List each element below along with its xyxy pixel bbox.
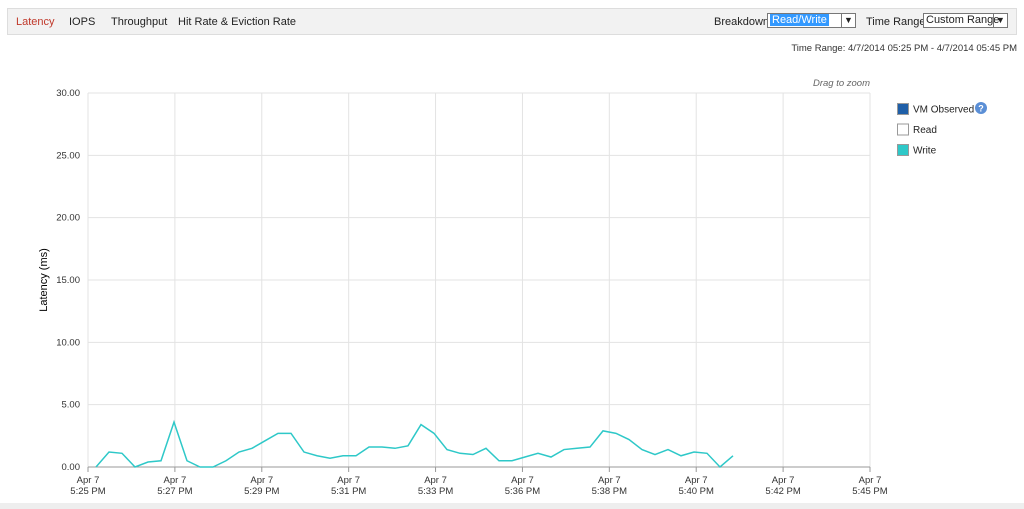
- x-tick-label: Apr 7: [424, 475, 447, 486]
- bottom-bar: [0, 503, 1024, 509]
- x-tick-label: Apr 7: [859, 475, 882, 486]
- legend-swatch: [897, 103, 909, 115]
- y-tick-label: 5.00: [62, 400, 81, 411]
- y-tick-label: 30.00: [56, 88, 80, 99]
- x-tick-label: Apr 7: [511, 475, 534, 486]
- breakdown-select[interactable]: Read/Write ▼: [767, 13, 856, 28]
- x-tick-label: Apr 7: [77, 475, 100, 486]
- help-icon: [975, 102, 987, 114]
- breakdown-label: Breakdown:: [714, 16, 773, 28]
- x-tick-label: 5:40 PM: [679, 486, 714, 497]
- x-tick-label: 5:33 PM: [418, 486, 453, 497]
- y-tick-label: 0.00: [62, 462, 81, 473]
- select-value: Custom Range: [926, 14, 1000, 26]
- x-tick-label: 5:29 PM: [244, 486, 279, 497]
- x-tick-label: 5:36 PM: [505, 486, 540, 497]
- x-tick-label: Apr 7: [685, 475, 708, 486]
- legend-swatch: [897, 144, 909, 156]
- time-range-select[interactable]: Custom Range ▼: [923, 13, 1008, 28]
- legend-label: VM Observed: [913, 105, 974, 116]
- select-value: Read/Write: [770, 14, 829, 26]
- toolbar: Latency IOPS Throughput Hit Rate & Evict…: [7, 8, 1017, 35]
- x-tick-label: 5:31 PM: [331, 486, 366, 497]
- x-tick-label: 5:25 PM: [70, 486, 105, 497]
- time-range-text: Time Range: 4/7/2014 05:25 PM - 4/7/2014…: [791, 43, 1017, 54]
- x-tick-label: Apr 7: [250, 475, 273, 486]
- x-tick-label: Apr 7: [598, 475, 621, 486]
- dropdown-arrow: ▼: [993, 14, 1007, 27]
- x-tick-label: 5:42 PM: [765, 486, 800, 497]
- y-tick-label: 25.00: [56, 150, 80, 161]
- y-tick-label: 15.00: [56, 275, 80, 286]
- y-tick-label: 10.00: [56, 337, 80, 348]
- tab[interactable]: Hit Rate & Eviction Rate: [178, 16, 296, 28]
- tab[interactable]: Throughput: [111, 16, 168, 28]
- x-tick-label: 5:38 PM: [592, 486, 627, 497]
- x-tick-label: Apr 7: [337, 475, 360, 486]
- time-range-label: Time Range:: [866, 16, 929, 28]
- x-tick-label: Apr 7: [772, 475, 795, 486]
- tab[interactable]: Latency: [16, 16, 55, 28]
- x-tick-label: 5:27 PM: [157, 486, 192, 497]
- help-icon-mark: ?: [978, 104, 984, 114]
- x-tick-label: 5:45 PM: [852, 486, 887, 497]
- legend-swatch: [897, 123, 909, 136]
- legend-label: Read: [913, 125, 937, 136]
- tab[interactable]: IOPS: [69, 16, 96, 28]
- dropdown-arrow: ▼: [841, 14, 855, 27]
- data-line: [95, 419, 734, 469]
- zoom-hint: Drag to zoom: [813, 78, 870, 89]
- x-tick-label: Apr 7: [164, 475, 187, 486]
- legend-label: Write: [913, 146, 937, 157]
- y-tick-label: 20.00: [56, 213, 80, 224]
- y-axis-label: Latency (ms): [38, 248, 50, 312]
